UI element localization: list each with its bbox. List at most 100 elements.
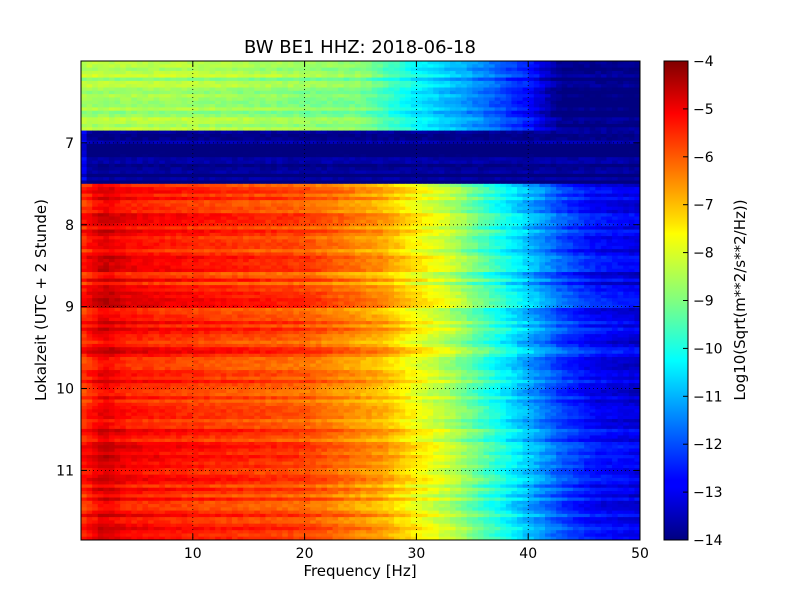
heatmap-cell [382, 196, 389, 201]
heatmap-cell [299, 183, 306, 188]
heatmap-cell [589, 64, 596, 69]
heatmap-cell [623, 74, 630, 79]
heatmap-cell [427, 140, 434, 145]
heatmap-cell [494, 120, 501, 125]
heatmap-cell [528, 150, 535, 155]
heatmap-cell [299, 196, 306, 201]
heatmap-cell [489, 133, 496, 138]
heatmap-cell [528, 167, 535, 172]
heatmap-cell [600, 196, 607, 201]
heatmap-cell [561, 80, 568, 85]
heatmap-cell [338, 150, 345, 155]
heatmap-cell [315, 87, 322, 92]
heatmap-cell [578, 153, 585, 158]
heatmap-cell [449, 147, 457, 152]
heatmap-cell [433, 133, 440, 138]
heatmap-cell [366, 104, 373, 108]
heatmap-cell [433, 107, 440, 112]
heatmap-cell [539, 137, 546, 142]
heatmap-cell [349, 147, 356, 152]
heatmap-cell [349, 157, 356, 162]
heatmap-cell [92, 114, 99, 118]
heatmap-cell [399, 157, 406, 162]
heatmap-cell [561, 160, 568, 165]
heatmap-cell [142, 180, 149, 185]
heatmap-cell [399, 133, 406, 138]
heatmap-cell [97, 84, 104, 89]
heatmap-cell [142, 150, 149, 155]
heatmap-cell [494, 213, 501, 217]
heatmap-cell [282, 163, 289, 168]
heatmap-cell [466, 70, 473, 75]
heatmap-cell [427, 219, 434, 224]
heatmap-cell [382, 110, 389, 115]
heatmap-cell [248, 67, 255, 72]
heatmap-cell [338, 209, 345, 214]
heatmap-cell [567, 80, 574, 85]
heatmap-cell [299, 147, 306, 152]
heatmap-cell [315, 206, 322, 211]
heatmap-cell [198, 196, 205, 201]
heatmap-cell [176, 104, 183, 108]
heatmap-cell [181, 147, 188, 152]
heatmap-cell [293, 67, 300, 72]
heatmap-cell [606, 127, 613, 132]
heatmap-cell [578, 97, 585, 102]
heatmap-cell [394, 117, 401, 122]
heatmap-cell [276, 67, 283, 72]
heatmap-cell [360, 120, 367, 125]
heatmap-cell [539, 130, 546, 135]
heatmap-cell [449, 67, 457, 72]
heatmap-cell [612, 209, 619, 214]
heatmap-cell [433, 80, 440, 85]
heatmap-cell [343, 80, 350, 85]
heatmap-cell [282, 110, 289, 115]
heatmap-cell [120, 104, 127, 108]
heatmap-cell [399, 97, 406, 102]
heatmap-cell [584, 203, 591, 208]
heatmap-cell [338, 196, 345, 201]
heatmap-cell [220, 196, 227, 201]
heatmap-cell [394, 153, 401, 158]
heatmap-cell [556, 90, 563, 95]
heatmap-cell [561, 84, 568, 89]
heatmap-cell [600, 200, 607, 204]
heatmap-cell [494, 123, 501, 128]
heatmap-cell [466, 123, 473, 128]
heatmap-cell [136, 200, 143, 204]
heatmap-cell [271, 209, 278, 214]
heatmap-cell [494, 64, 501, 69]
heatmap-cell [338, 67, 345, 72]
heatmap-cell [477, 196, 484, 201]
heatmap-cell [315, 97, 322, 102]
heatmap-cell [215, 153, 222, 158]
heatmap-cell [86, 127, 93, 132]
heatmap-cell [114, 147, 121, 152]
heatmap-cell [114, 183, 121, 188]
heatmap-cell [103, 64, 110, 69]
heatmap-cell [461, 216, 468, 221]
heatmap-cell [299, 209, 306, 214]
heatmap-cell [187, 100, 194, 105]
heatmap-cell [293, 127, 300, 132]
heatmap-cell [505, 170, 512, 175]
heatmap-cell [159, 183, 166, 188]
heatmap-cell [438, 183, 445, 188]
heatmap-cell [472, 163, 479, 168]
heatmap-cell [354, 94, 361, 98]
heatmap-cell [528, 133, 535, 138]
heatmap-cell [321, 150, 328, 155]
heatmap-cell [550, 213, 557, 217]
heatmap-cell [349, 150, 356, 155]
heatmap-cell [332, 104, 339, 108]
heatmap-cell [142, 177, 149, 181]
heatmap-cell [287, 87, 294, 92]
heatmap-cell [114, 187, 121, 191]
heatmap-cell [120, 187, 127, 191]
heatmap-cell [628, 127, 635, 132]
heatmap-cell [595, 74, 602, 79]
heatmap-cell [321, 127, 328, 132]
heatmap-cell [544, 187, 552, 191]
heatmap-cell [382, 64, 389, 69]
heatmap-cell [578, 117, 585, 122]
